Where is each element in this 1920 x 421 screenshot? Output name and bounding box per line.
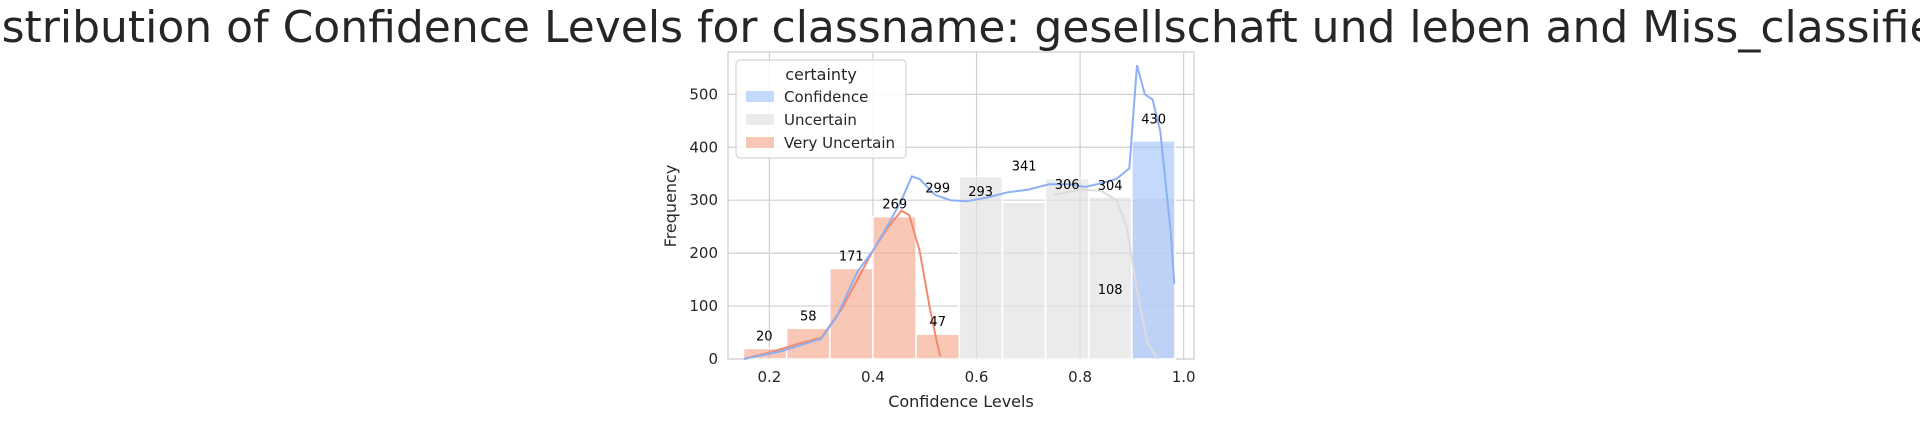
legend-label: Confidence — [784, 88, 868, 106]
data-label: 304 — [1098, 179, 1123, 194]
data-label: 171 — [839, 249, 864, 264]
legend-label: Uncertain — [784, 111, 857, 129]
legend-entries: Confidence Uncertain Very Uncertain — [746, 88, 895, 152]
legend: certainty Confidence Uncertain Very Uncert… — [735, 59, 907, 159]
legend-label: Very Uncertain — [784, 134, 895, 152]
data-label: 306 — [1055, 178, 1080, 193]
bar-uncertain — [958, 175, 1004, 360]
bar-confident — [1131, 140, 1176, 360]
data-labels: 20 58 171 269 47 299 293 341 306 304 108 430 — [756, 112, 1166, 344]
kde-confident — [743, 64, 1176, 360]
x-tick-label: 0.4 — [861, 368, 885, 386]
data-label: 58 — [800, 309, 817, 324]
bar-very-uncertain — [915, 333, 961, 360]
y-axis-ticks: 0 100 200 300 400 500 — [689, 85, 718, 368]
bar-uncertain — [1044, 177, 1090, 360]
data-label: 293 — [968, 185, 993, 200]
bar-uncertain — [1001, 201, 1047, 360]
x-axis-label: Confidence Levels — [888, 392, 1034, 411]
legend-box — [735, 59, 907, 159]
data-label: 299 — [925, 182, 950, 197]
legend-title: certainty — [785, 65, 857, 84]
legend-swatch — [746, 114, 774, 125]
data-label: 108 — [1098, 283, 1123, 298]
chart-title: Distribution of Confidence Levels for cl… — [0, 2, 1920, 53]
data-label: 430 — [1141, 112, 1166, 127]
data-label: 341 — [1012, 160, 1037, 175]
y-tick-label: 300 — [689, 191, 718, 209]
bar-very-uncertain — [829, 267, 874, 360]
plot-area: 20 58 171 269 47 299 293 341 306 304 108 430 — [727, 51, 1195, 360]
legend-swatch — [746, 91, 774, 102]
data-label: 269 — [882, 198, 907, 213]
y-tick-label: 200 — [689, 244, 718, 262]
kde-uncertain — [1053, 188, 1159, 360]
x-tick-label: 0.8 — [1068, 368, 1092, 386]
y-tick-label: 0 — [708, 350, 718, 368]
x-tick-label: 0.2 — [757, 368, 781, 386]
data-label: 47 — [929, 315, 946, 330]
kde-curves — [743, 64, 1176, 360]
legend-swatch — [746, 137, 774, 148]
y-axis-label: Frequency — [661, 165, 680, 248]
x-axis-ticks: 0.2 0.4 0.6 0.8 1.0 — [757, 368, 1195, 386]
y-tick-label: 100 — [689, 297, 718, 315]
data-label: 20 — [756, 329, 773, 344]
y-tick-label: 400 — [689, 138, 718, 156]
x-tick-label: 0.6 — [965, 368, 989, 386]
x-tick-label: 1.0 — [1172, 368, 1196, 386]
y-tick-label: 500 — [689, 85, 718, 103]
